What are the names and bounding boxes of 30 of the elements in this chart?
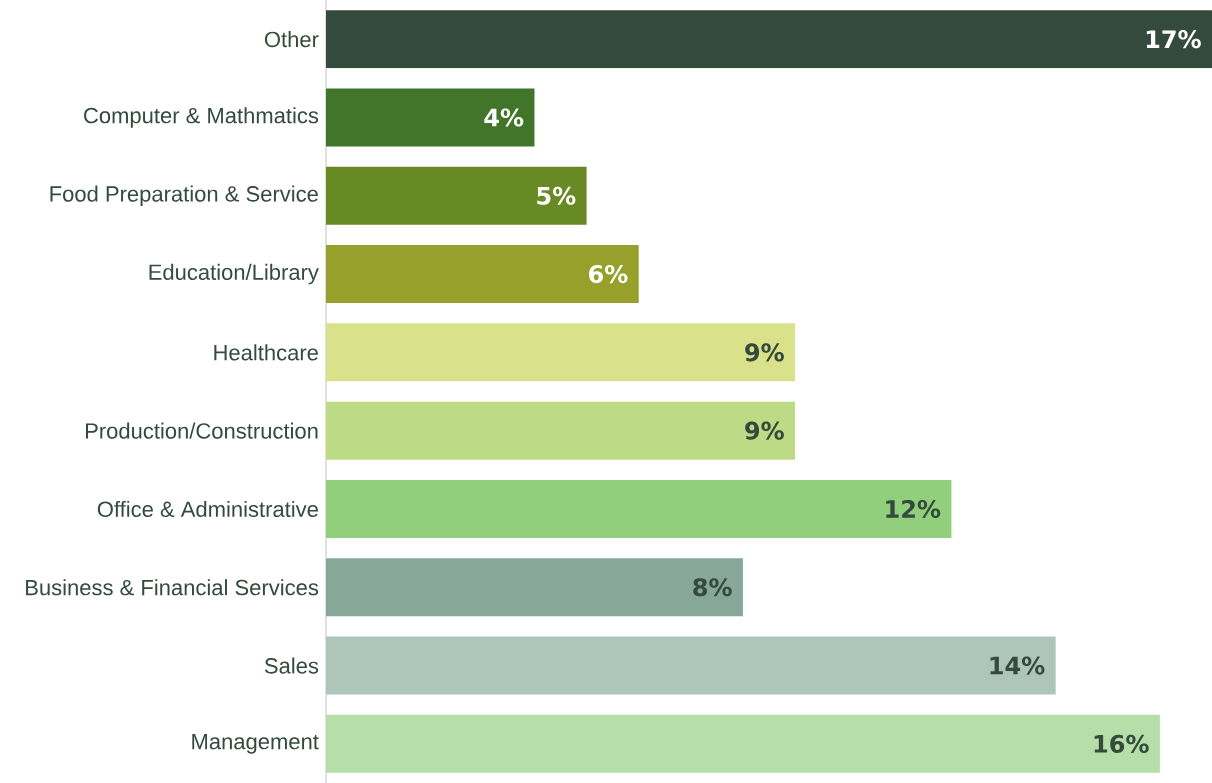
bar	[326, 245, 639, 304]
data-label: 17%	[1146, 30, 1201, 49]
data-label: 5%	[537, 186, 576, 205]
y-tick-label: Business & Financial Services	[26, 579, 319, 596]
y-tick-label: Production/Construction	[85, 422, 318, 439]
data-label: 12%	[886, 499, 941, 519]
data-label: 9%	[745, 343, 784, 362]
y-tick-label: Sales	[264, 657, 319, 674]
y-tick-label: Education/Library	[149, 263, 319, 285]
data-label: 6%	[589, 264, 628, 284]
y-tick-label: Healthcare	[214, 344, 318, 361]
y-tick-label: Other	[264, 31, 319, 48]
bar	[326, 714, 1160, 773]
data-label: 4%	[484, 108, 524, 127]
bar	[326, 479, 952, 538]
bar	[326, 166, 587, 225]
bar	[326, 401, 796, 460]
bar	[326, 636, 1056, 695]
data-label: 16%	[1094, 734, 1149, 753]
y-tick-label: Food Preparation & Service	[50, 185, 318, 206]
bar	[326, 10, 1212, 69]
y-tick-label: Office & Administrative	[97, 500, 318, 518]
data-label: 14%	[990, 656, 1045, 675]
y-tick-label: Management	[192, 734, 319, 754]
data-label: 9%	[745, 421, 784, 440]
y-tick-label: Computer & Mathmatics	[84, 107, 319, 128]
bar	[326, 88, 535, 147]
bar	[326, 323, 796, 382]
bar	[326, 558, 743, 617]
data-label: 8%	[693, 578, 732, 597]
